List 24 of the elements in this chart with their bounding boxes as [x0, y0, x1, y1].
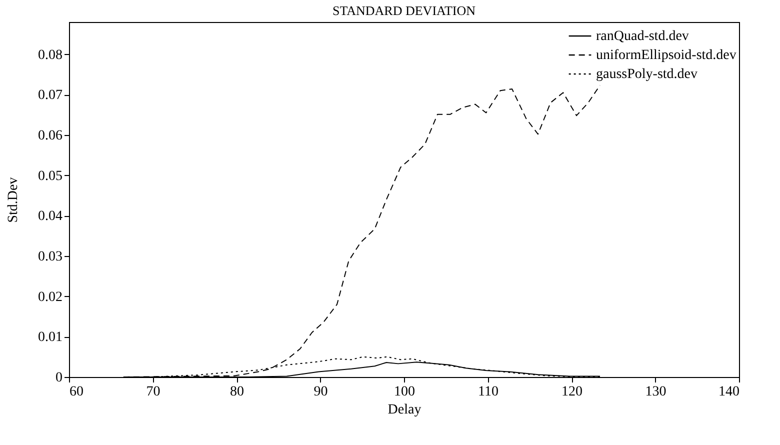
x-axis-title: Delay: [388, 402, 422, 418]
y-tick-label: 0.02: [38, 290, 62, 305]
x-tick-label: 140: [718, 384, 740, 400]
x-tick-label: 110: [478, 384, 498, 400]
y-tick-label: 0.01: [38, 330, 62, 346]
x-tick-label: 80: [230, 384, 244, 400]
legend-label: ranQuad-std.dev: [596, 29, 689, 44]
y-tick-label: 0.03: [38, 249, 62, 264]
y-axis-title: Std.Dev: [6, 177, 21, 223]
x-tick-label: 120: [562, 384, 582, 400]
chart-title: STANDARD DEVIATION: [332, 3, 476, 18]
y-tick-label: 0.06: [38, 128, 62, 144]
y-tick-label: 0.04: [38, 209, 62, 224]
x-tick-label: 100: [394, 384, 415, 400]
legend-label: gaussPoly-std.dev: [596, 67, 698, 82]
x-tick-label: 70: [146, 384, 160, 400]
x-tick-label: 130: [645, 384, 666, 400]
x-tick-label: 60: [70, 384, 84, 400]
y-tick-label: 0.05: [38, 168, 62, 184]
x-tick-label: 90: [314, 384, 328, 400]
y-tick-label: 0: [56, 370, 62, 386]
y-tick-label: 0.08: [38, 48, 62, 63]
legend-label: uniformEllipsoid-std.dev: [596, 48, 736, 63]
y-tick-label: 0.07: [38, 88, 62, 104]
